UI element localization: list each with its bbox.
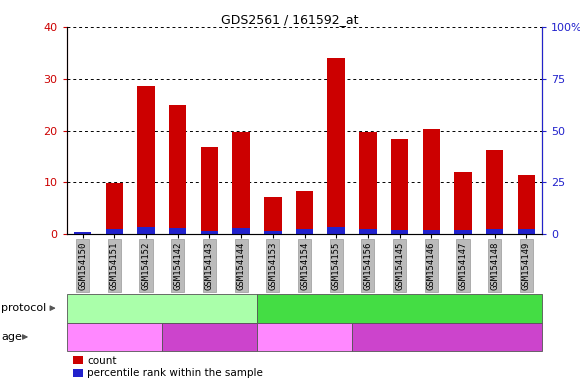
Bar [328,227,345,234]
Bar [454,172,472,234]
Bar [296,191,313,234]
Bar [74,232,91,234]
Bar [264,197,281,234]
Bar [296,229,313,234]
Bar [518,175,535,234]
Bar [106,229,123,234]
Bar [359,132,376,234]
Text: control: control [143,303,181,313]
Bar [169,228,186,234]
Text: age: age [1,332,22,342]
Bar [391,139,408,234]
Text: count: count [87,356,117,366]
Bar [137,86,155,234]
Bar [454,230,472,234]
Text: 4 wk: 4 wk [196,332,223,342]
Bar [169,104,186,234]
Text: GDS2561 / 161592_at: GDS2561 / 161592_at [221,13,359,26]
Bar [74,232,91,234]
Bar [201,147,218,234]
Text: 2 wk: 2 wk [101,332,128,342]
Bar [106,184,123,234]
Bar [391,230,408,234]
Bar [423,230,440,234]
Text: 4 wk: 4 wk [434,332,461,342]
Bar [518,229,535,234]
Bar [486,229,503,234]
Bar [423,129,440,234]
Bar [264,231,281,234]
Bar [328,58,345,234]
Text: MAT1 ablation: MAT1 ablation [360,303,439,313]
Text: protocol: protocol [1,303,46,313]
Bar [359,229,376,234]
Bar [233,228,250,234]
Bar [201,231,218,234]
Text: percentile rank within the sample: percentile rank within the sample [87,368,263,378]
Bar [137,227,155,234]
Bar [486,150,503,234]
Text: 2 wk: 2 wk [291,332,318,342]
Bar [233,132,250,234]
